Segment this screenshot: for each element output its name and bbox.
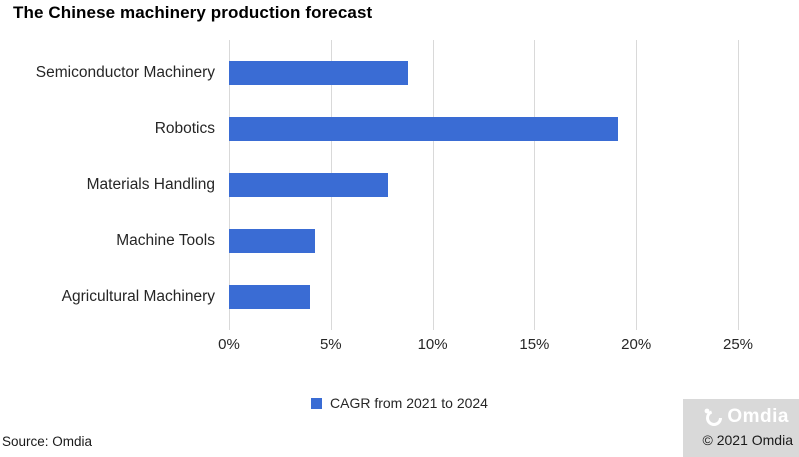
bar-robotics bbox=[229, 117, 618, 141]
omdia-swirl-icon bbox=[703, 407, 723, 427]
x-tick-5%: 5% bbox=[319, 336, 342, 353]
gridline-10% bbox=[432, 40, 434, 330]
chart-title: The Chinese machinery production forecas… bbox=[13, 3, 373, 22]
source-note: Source: Omdia bbox=[2, 434, 93, 449]
legend: CAGR from 2021 to 2024 bbox=[0, 395, 799, 411]
category-label-materials-handling: Materials Handling bbox=[86, 176, 215, 193]
category-label-agricultural-machinery: Agricultural Machinery bbox=[61, 288, 215, 305]
brand-logo-text: Omdia bbox=[727, 406, 789, 427]
x-tick-10%: 10% bbox=[417, 336, 448, 353]
bar-materials-handling bbox=[229, 173, 388, 197]
x-tick-25%: 25% bbox=[722, 336, 754, 353]
category-label-machine-tools: Machine Tools bbox=[116, 232, 215, 249]
x-tick-20%: 20% bbox=[621, 336, 652, 353]
gridline-20% bbox=[636, 40, 638, 330]
legend-label: CAGR from 2021 to 2024 bbox=[330, 395, 488, 411]
bar-semiconductor-machinery bbox=[229, 61, 409, 85]
category-label-semiconductor-machinery: Semiconductor Machinery bbox=[35, 64, 215, 81]
brand-badge: Omdia © 2021 Omdia bbox=[683, 399, 799, 457]
x-tick-15%: 15% bbox=[519, 336, 550, 353]
plot-area bbox=[229, 40, 739, 330]
x-axis: 0% 5% 10% 15% 20% 25% bbox=[218, 336, 753, 358]
bar-agricultural-machinery bbox=[229, 285, 311, 309]
x-tick-0%: 0% bbox=[218, 336, 240, 353]
gridline-25% bbox=[738, 40, 739, 330]
legend-swatch bbox=[311, 397, 322, 409]
bar-machine-tools bbox=[229, 229, 315, 253]
copyright-text: © 2021 Omdia bbox=[702, 432, 793, 448]
gridline-15% bbox=[534, 40, 536, 330]
category-label-robotics: Robotics bbox=[154, 120, 215, 137]
brand-logo: Omdia bbox=[703, 406, 789, 428]
